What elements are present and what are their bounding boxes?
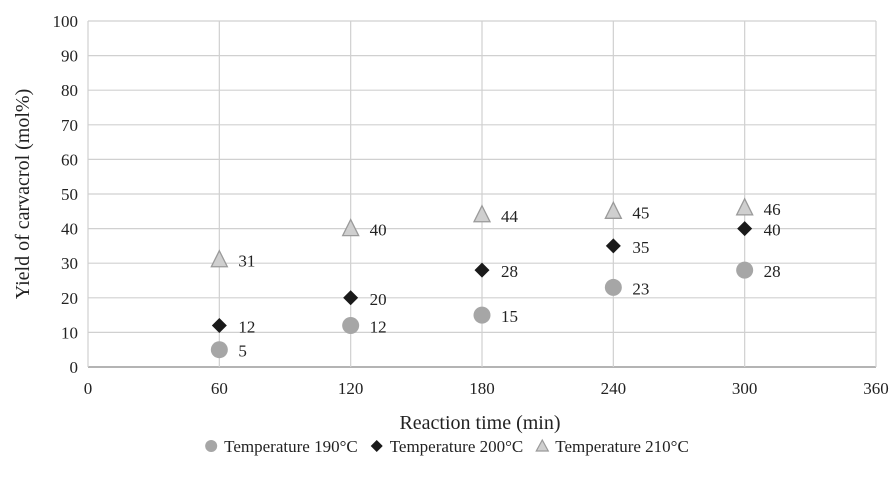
point-circle bbox=[342, 316, 360, 334]
y-tick-label: 10 bbox=[61, 323, 78, 342]
x-tick-label: 300 bbox=[732, 379, 758, 398]
y-tick-labels: 0 10 20 30 40 50 60 70 80 90 100 bbox=[53, 12, 79, 377]
y-tick-label: 100 bbox=[53, 12, 79, 31]
x-tick-label: 180 bbox=[469, 379, 495, 398]
data-label: 44 bbox=[501, 207, 519, 226]
point-diamond bbox=[605, 238, 621, 254]
legend-marker-triangle bbox=[535, 438, 550, 452]
data-label: 12 bbox=[238, 317, 255, 336]
point-triangle bbox=[735, 197, 754, 216]
data-points bbox=[210, 197, 754, 359]
legend-marker-diamond bbox=[370, 440, 383, 452]
data-label: 12 bbox=[370, 317, 387, 336]
point-diamond bbox=[737, 221, 753, 237]
x-axis-title: Reaction time (min) bbox=[399, 412, 560, 434]
point-triangle bbox=[472, 204, 492, 223]
data-label: 28 bbox=[764, 262, 781, 281]
data-label: 45 bbox=[632, 203, 649, 222]
y-tick-label: 40 bbox=[61, 220, 78, 239]
x-tick-label: 240 bbox=[601, 379, 627, 398]
data-label: 40 bbox=[370, 221, 387, 240]
data-label: 46 bbox=[764, 200, 781, 219]
gridlines bbox=[87, 20, 877, 368]
legend-label: Temperature 210°C bbox=[555, 437, 689, 456]
data-label: 5 bbox=[238, 342, 247, 361]
point-triangle bbox=[341, 218, 360, 237]
point-circle bbox=[736, 261, 754, 279]
legend-marker-circle bbox=[205, 440, 218, 452]
y-tick-label: 80 bbox=[61, 81, 78, 100]
y-axis-title: Yield of carvacrol (mol%) bbox=[12, 89, 34, 299]
legend: Temperature 190°C Temperature 200°C Temper… bbox=[205, 437, 689, 456]
y-tick-label: 0 bbox=[70, 358, 79, 377]
x-tick-label: 0 bbox=[84, 379, 93, 398]
data-label: 15 bbox=[501, 307, 518, 326]
x-tick-label: 120 bbox=[338, 379, 364, 398]
y-tick-label: 60 bbox=[61, 150, 78, 169]
data-label: 31 bbox=[238, 252, 255, 271]
data-label: 28 bbox=[501, 262, 518, 281]
data-label: 23 bbox=[632, 279, 649, 298]
y-tick-label: 30 bbox=[61, 254, 78, 273]
point-triangle bbox=[604, 200, 623, 219]
point-diamond bbox=[343, 290, 359, 306]
y-tick-label: 50 bbox=[61, 185, 78, 204]
data-label: 20 bbox=[370, 290, 387, 309]
legend-label: Temperature 200°C bbox=[390, 437, 524, 456]
y-tick-label: 20 bbox=[61, 289, 78, 308]
point-circle bbox=[210, 341, 228, 359]
legend-label: Temperature 190°C bbox=[224, 437, 358, 456]
data-label: 35 bbox=[632, 238, 649, 257]
point-diamond bbox=[211, 317, 227, 333]
y-tick-label: 90 bbox=[61, 47, 78, 66]
legend-item: Temperature 200°C bbox=[370, 437, 524, 456]
legend-item: Temperature 210°C bbox=[535, 437, 689, 456]
point-diamond bbox=[474, 262, 490, 278]
point-circle bbox=[604, 278, 622, 296]
point-triangle bbox=[210, 249, 229, 268]
y-tick-label: 70 bbox=[61, 116, 78, 135]
data-label: 40 bbox=[764, 221, 781, 240]
x-tick-label: 60 bbox=[211, 379, 228, 398]
legend-item: Temperature 190°C bbox=[205, 437, 358, 456]
x-tick-label: 360 bbox=[863, 379, 889, 398]
x-tick-labels: 0 60 120 180 240 300 360 bbox=[84, 379, 889, 398]
data-labels: 5 12 15 23 28 12 20 28 35 40 31 40 44 45 46 bbox=[238, 200, 780, 361]
point-circle bbox=[473, 306, 491, 324]
